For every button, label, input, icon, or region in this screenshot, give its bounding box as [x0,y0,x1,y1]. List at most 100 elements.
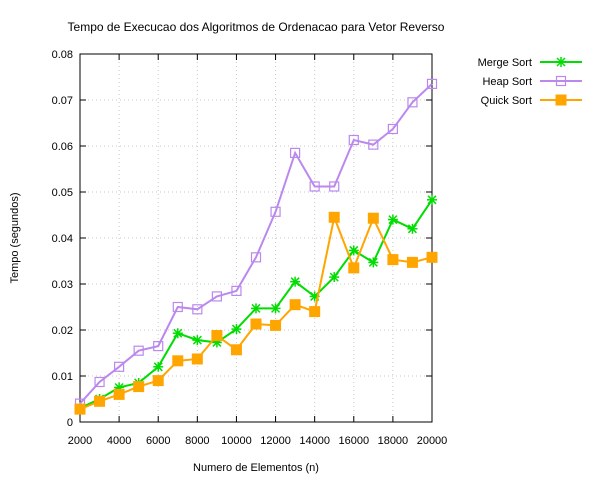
data-point [153,341,164,352]
point-mark [230,344,242,356]
point-mark [309,306,321,318]
data-point [406,256,418,268]
y-tick-label: 0 [67,417,73,429]
x-tick-label: 6000 [146,435,170,447]
data-point [231,285,242,296]
x-tick-label: 10000 [221,435,252,447]
point-mark [289,299,301,311]
x-tick-label: 4000 [107,435,131,447]
data-point [328,211,340,223]
point-mark [387,254,399,266]
point-mark [74,403,86,415]
point-mark [172,301,183,313]
point-mark [211,291,222,302]
point-mark [555,94,567,106]
data-point [172,328,183,339]
data-point [250,252,262,263]
y-tick-label: 0.07 [52,95,73,107]
data-point [231,324,242,335]
data-point [94,376,105,388]
point-mark [153,341,164,352]
data-point [556,57,566,67]
point-mark [349,245,359,255]
x-tick-label: 14000 [299,435,330,447]
chart-title: Tempo de Execucao dos Algoritmos de Orde… [68,20,445,34]
data-point [367,212,379,224]
point-mark [133,381,145,393]
data-point [211,330,223,342]
series-quick-sort [74,211,438,415]
data-point [114,361,125,372]
y-tick-label: 0.06 [52,141,73,153]
data-point [407,97,418,108]
x-tick-label: 8000 [185,435,209,447]
legend-entry: Heap Sort [482,75,582,88]
point-mark [133,345,144,356]
y-tick-label: 0.01 [52,371,73,383]
data-point [368,257,379,268]
point-mark [555,75,567,87]
point-mark [367,212,379,224]
data-point [387,214,398,225]
data-point [74,403,86,415]
point-mark [407,97,418,108]
legend-label: Heap Sort [482,76,532,88]
data-point [152,375,164,387]
point-mark [152,375,164,387]
point-mark [368,139,379,150]
point-mark [231,285,242,296]
ticks: 0 0.01 0.02 0.03 0.04 0.05 0.06 0.07 0.08 2000 400… [52,49,448,447]
data-point [426,251,438,263]
data-point [555,75,567,87]
data-point [191,353,203,365]
grid [80,54,432,422]
point-mark [348,134,359,146]
point-mark [388,215,398,225]
x-axis-label: Numero de Elementos (n) [193,462,319,474]
x-tick-label: 2000 [68,435,92,447]
legend: Merge Sort Heap Sort Quick Sort [478,57,582,107]
data-point [426,78,438,90]
point-mark [348,262,360,274]
point-mark [290,147,301,158]
data-point [94,395,106,407]
data-point [153,361,164,372]
series-line [79,83,433,405]
data-point [192,304,203,315]
point-mark [328,211,340,223]
data-point [270,206,281,217]
y-tick-label: 0.03 [52,279,73,291]
data-point [309,181,320,192]
y-tick-label: 0.08 [52,49,73,61]
point-mark [271,303,281,313]
point-mark [153,362,163,372]
point-mark [426,251,438,263]
point-mark [329,181,340,192]
point-mark [406,256,418,268]
point-mark [270,206,281,217]
point-mark [114,361,125,372]
y-tick-label: 0.02 [52,325,73,337]
data-point [387,123,398,135]
series-layer [74,78,438,415]
data-point [270,303,281,314]
point-mark [172,355,184,367]
data-point [368,139,379,150]
data-point [348,262,360,274]
x-tick-label: 16000 [338,435,369,447]
data-point [270,319,282,331]
point-mark [309,181,320,192]
data-point [348,134,359,146]
data-point [309,306,321,318]
point-mark [426,78,438,90]
data-point [348,245,359,256]
point-mark [113,388,125,400]
legend-entry: Quick Sort [481,94,582,107]
data-point [172,355,184,367]
data-point [133,381,145,393]
data-point [113,388,125,400]
point-mark [192,335,202,345]
y-tick-label: 0.04 [52,233,73,245]
point-mark [173,328,183,338]
data-point [172,301,183,313]
